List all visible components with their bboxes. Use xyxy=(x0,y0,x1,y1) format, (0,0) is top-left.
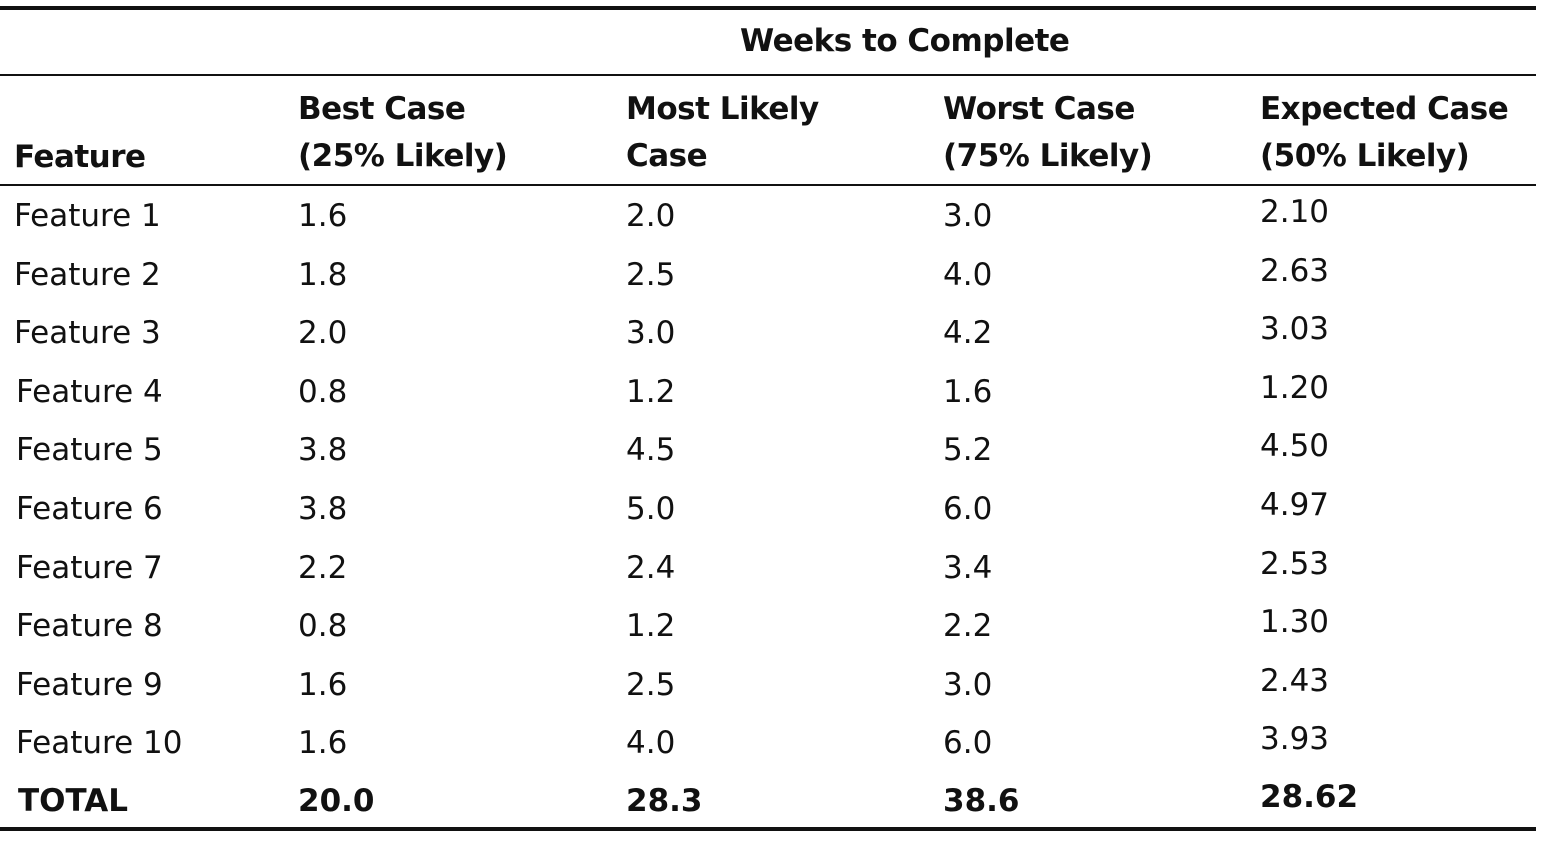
column-header-best-case: Best Case xyxy=(298,91,466,127)
row-label: Feature 1 xyxy=(14,198,161,234)
row-label: Feature 3 xyxy=(14,315,161,352)
cell-most-likely-case: 1.2 xyxy=(626,373,676,410)
cell-worst-case: 2.2 xyxy=(943,608,993,645)
cell-worst-case: 4.2 xyxy=(943,315,993,352)
cell-expected-case: 4.50 xyxy=(1260,428,1330,465)
column-header-feature: Feature xyxy=(14,139,146,175)
top-rule xyxy=(0,6,1536,10)
row-label: Feature 4 xyxy=(16,373,163,410)
row-label: Feature 9 xyxy=(16,666,163,703)
total-feature: TOTAL xyxy=(18,783,128,819)
cell-expected-case: 2.63 xyxy=(1260,252,1330,289)
cell-worst-case: 6.0 xyxy=(943,725,993,762)
bottom-rule xyxy=(0,827,1536,831)
cell-expected-case: 3.03 xyxy=(1260,311,1330,348)
cell-worst-case: 6.0 xyxy=(943,491,993,527)
cell-best-case: 2.2 xyxy=(298,549,348,586)
cell-most-likely-case: 2.0 xyxy=(626,198,676,234)
column-header-expected-case: (50% Likely) xyxy=(1260,138,1470,174)
cell-best-case: 0.8 xyxy=(298,608,348,645)
cell-expected-case: 4.97 xyxy=(1260,487,1330,523)
cell-most-likely-case: 3.0 xyxy=(626,315,676,352)
cell-best-case: 3.8 xyxy=(298,491,348,527)
cell-expected-case: 2.10 xyxy=(1260,194,1330,230)
cell-most-likely-case: 5.0 xyxy=(626,491,676,527)
total-worst-case: 38.6 xyxy=(943,783,1020,819)
cell-expected-case: 1.30 xyxy=(1260,604,1330,641)
cell-most-likely-case: 4.0 xyxy=(626,725,676,762)
cell-worst-case: 3.4 xyxy=(943,549,993,586)
column-header-best-case: (25% Likely) xyxy=(298,138,508,174)
group-header: Weeks to Complete xyxy=(740,23,1070,59)
cell-most-likely-case: 4.5 xyxy=(626,432,676,469)
column-header-worst-case: (75% Likely) xyxy=(943,138,1153,174)
cell-best-case: 1.6 xyxy=(298,725,348,762)
cell-best-case: 1.8 xyxy=(298,256,348,293)
column-header-most-likely-case: Most Likely xyxy=(626,91,819,127)
row-label: Feature 8 xyxy=(16,608,163,645)
column-header-worst-case: Worst Case xyxy=(943,91,1135,127)
row-label: Feature 5 xyxy=(16,432,163,469)
cell-expected-case: 2.43 xyxy=(1260,662,1330,699)
cell-expected-case: 1.20 xyxy=(1260,369,1330,406)
column-header-expected-case: Expected Case xyxy=(1260,91,1509,127)
cell-best-case: 1.6 xyxy=(298,198,348,234)
cell-worst-case: 5.2 xyxy=(943,432,993,469)
cell-worst-case: 3.0 xyxy=(943,198,993,234)
cell-best-case: 0.8 xyxy=(298,373,348,410)
cell-worst-case: 1.6 xyxy=(943,373,993,410)
row-label: Feature 6 xyxy=(16,491,163,527)
cell-best-case: 3.8 xyxy=(298,432,348,469)
column-header-most-likely-case: Case xyxy=(626,138,708,174)
cell-worst-case: 4.0 xyxy=(943,256,993,293)
cell-most-likely-case: 2.4 xyxy=(626,549,676,586)
cell-expected-case: 2.53 xyxy=(1260,545,1330,582)
cell-expected-case: 3.93 xyxy=(1260,721,1330,758)
cell-most-likely-case: 2.5 xyxy=(626,666,676,703)
cell-worst-case: 3.0 xyxy=(943,666,993,703)
total-expected-case: 28.62 xyxy=(1260,779,1359,815)
cell-most-likely-case: 1.2 xyxy=(626,608,676,645)
header-rule xyxy=(0,184,1536,186)
cell-most-likely-case: 2.5 xyxy=(626,256,676,293)
cell-best-case: 1.6 xyxy=(298,666,348,703)
row-label: Feature 10 xyxy=(16,725,183,762)
total-best-case: 20.0 xyxy=(298,783,375,819)
row-label: Feature 7 xyxy=(16,549,163,586)
row-label: Feature 2 xyxy=(14,256,161,293)
total-most-likely-case: 28.3 xyxy=(626,783,703,819)
group-rule xyxy=(0,74,1536,76)
cell-best-case: 2.0 xyxy=(298,315,348,352)
